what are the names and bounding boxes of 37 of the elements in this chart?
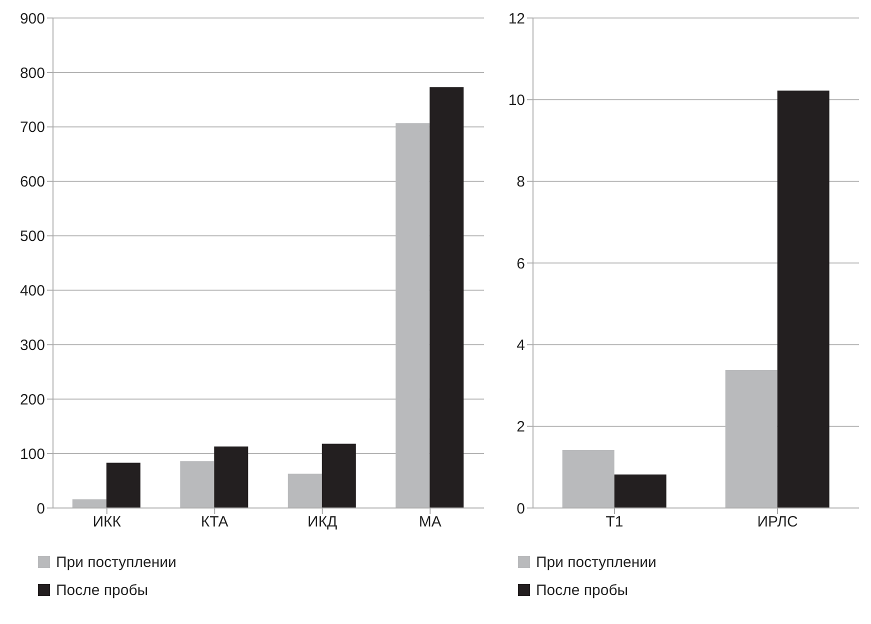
y-tick-label: 900 [20, 10, 45, 28]
bar [430, 87, 464, 508]
bar [288, 474, 322, 508]
legend-label: При поступлении [56, 554, 176, 570]
legend-label: После пробы [56, 582, 148, 598]
bar [777, 90, 830, 508]
y-tick-label: 400 [20, 282, 45, 300]
bar [180, 461, 214, 508]
y-tick-label: 200 [20, 391, 45, 408]
bar [72, 499, 106, 508]
x-tick-label: ИКК [92, 514, 122, 531]
bar [106, 462, 140, 508]
y-tick-label: 6 [516, 255, 525, 272]
y-tick-label: 600 [20, 174, 45, 191]
bar [562, 450, 614, 508]
x-tick-label: ИКД [308, 514, 338, 531]
bar [214, 446, 248, 508]
bar [322, 444, 356, 508]
y-tick-label: 700 [20, 119, 45, 136]
legend-label: После пробы [536, 582, 628, 598]
y-tick-label: 500 [20, 228, 45, 246]
y-tick-label: 0 [36, 500, 45, 518]
x-tick-label: T1 [606, 514, 624, 531]
y-tick-label: 2 [516, 418, 525, 436]
y-tick-label: 12 [508, 10, 525, 28]
x-tick-label: МА [418, 514, 442, 531]
y-tick-label: 10 [508, 92, 525, 109]
x-tick-label: КТА [200, 514, 228, 531]
y-tick-label: 100 [20, 446, 45, 463]
y-tick-label: 800 [20, 64, 45, 82]
bar [614, 474, 666, 508]
legend-label: При поступлении [536, 554, 656, 570]
x-tick-label: ИРЛС [757, 514, 798, 531]
y-tick-label: 4 [516, 336, 525, 354]
y-tick-label: 0 [516, 500, 525, 518]
y-tick-label: 300 [20, 336, 45, 354]
y-tick-label: 8 [516, 174, 525, 191]
